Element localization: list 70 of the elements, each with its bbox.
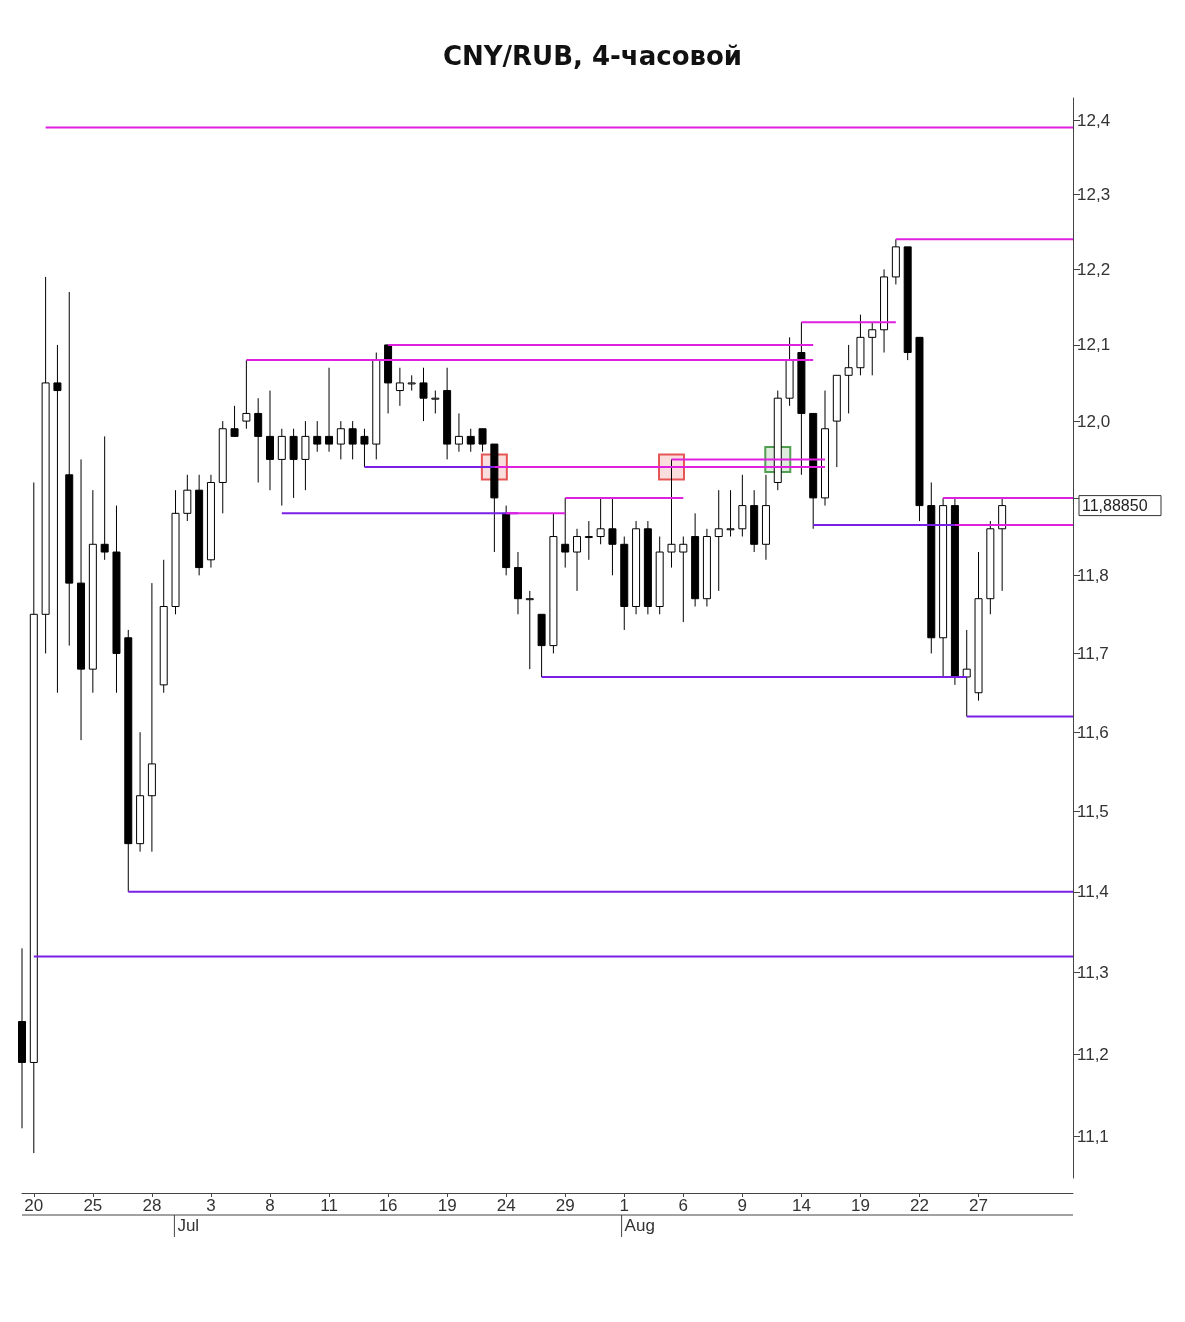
candlestick xyxy=(419,367,428,422)
y-tick-label: 12,1 xyxy=(1077,335,1111,355)
x-tick-label: 16 xyxy=(378,1196,398,1215)
y-tick-label: 12,2 xyxy=(1077,259,1111,279)
x-tick-label: 27 xyxy=(969,1196,988,1215)
candlestick xyxy=(289,428,298,499)
y-tick-label: 11,4 xyxy=(1077,882,1109,902)
x-tick-label: 19 xyxy=(850,1196,870,1215)
candlestick xyxy=(336,420,345,460)
x-tick-label: 11 xyxy=(320,1196,338,1215)
candlestick xyxy=(868,321,877,376)
candlestick xyxy=(242,359,251,430)
candlestick xyxy=(608,497,617,576)
candlestick xyxy=(395,367,404,407)
candlestick xyxy=(726,489,735,538)
text: 11,88850 xyxy=(1082,497,1148,515)
candlestick xyxy=(230,405,239,437)
candlestick xyxy=(277,428,286,507)
candlestick xyxy=(431,390,440,414)
y-tick-label: 12,3 xyxy=(1077,184,1111,204)
y-tick-label: 11,1 xyxy=(1077,1127,1109,1147)
y-tick-label: 11,8 xyxy=(1077,565,1109,585)
y-tick-label: 11,5 xyxy=(1077,802,1109,822)
x-tick-label: 24 xyxy=(496,1196,516,1215)
candlestick xyxy=(679,536,688,623)
candlestick xyxy=(844,344,853,414)
x-tick-label: 8 xyxy=(265,1196,275,1215)
candlestick xyxy=(348,420,357,460)
y-tick-label: 11,3 xyxy=(1077,963,1109,983)
candlestick xyxy=(183,474,192,522)
candlestick xyxy=(998,497,1007,592)
candlestick xyxy=(667,458,676,569)
x-tick-label: 28 xyxy=(142,1196,162,1215)
candlestick xyxy=(738,474,747,538)
y-tick-label: 12,0 xyxy=(1077,411,1111,431)
candlestick xyxy=(454,412,463,453)
chart-title: CNY/RUB, 4-часовой xyxy=(442,41,743,71)
candlestick xyxy=(714,489,723,592)
candlestick xyxy=(584,520,593,561)
text: Aug xyxy=(624,1216,655,1235)
candlestick xyxy=(254,397,263,483)
x-tick-label: 9 xyxy=(737,1196,748,1215)
y-tick-label: 11,7 xyxy=(1077,643,1109,663)
candlestick xyxy=(360,428,369,468)
candlestick xyxy=(525,590,534,670)
candlestick xyxy=(478,428,487,453)
candlestick xyxy=(313,420,322,453)
x-tick-label: 25 xyxy=(83,1196,103,1215)
candlestick xyxy=(265,390,274,491)
candlestick xyxy=(53,344,62,694)
candlestick xyxy=(325,367,334,453)
text: Jul xyxy=(177,1216,200,1235)
candlestick xyxy=(962,629,971,717)
x-tick-label: 14 xyxy=(791,1196,811,1215)
y-tick-label: 12,4 xyxy=(1077,110,1111,130)
candlestick xyxy=(573,528,582,592)
candlestick xyxy=(301,420,310,491)
x-tick-label: 19 xyxy=(437,1196,457,1215)
candlestick xyxy=(100,435,109,561)
x-tick-label: 6 xyxy=(678,1196,689,1215)
y-tick-label: 11,2 xyxy=(1077,1044,1109,1064)
x-tick-label: 29 xyxy=(555,1196,575,1215)
candlestick xyxy=(466,428,475,453)
x-tick-label: 22 xyxy=(910,1196,929,1215)
x-tick-label: 3 xyxy=(206,1196,216,1215)
candlestick xyxy=(561,497,570,569)
x-tick-label: 20 xyxy=(24,1196,44,1215)
candlestick xyxy=(596,497,605,545)
x-tick-label: 1 xyxy=(619,1196,629,1215)
y-tick-label: 11,6 xyxy=(1077,722,1109,742)
